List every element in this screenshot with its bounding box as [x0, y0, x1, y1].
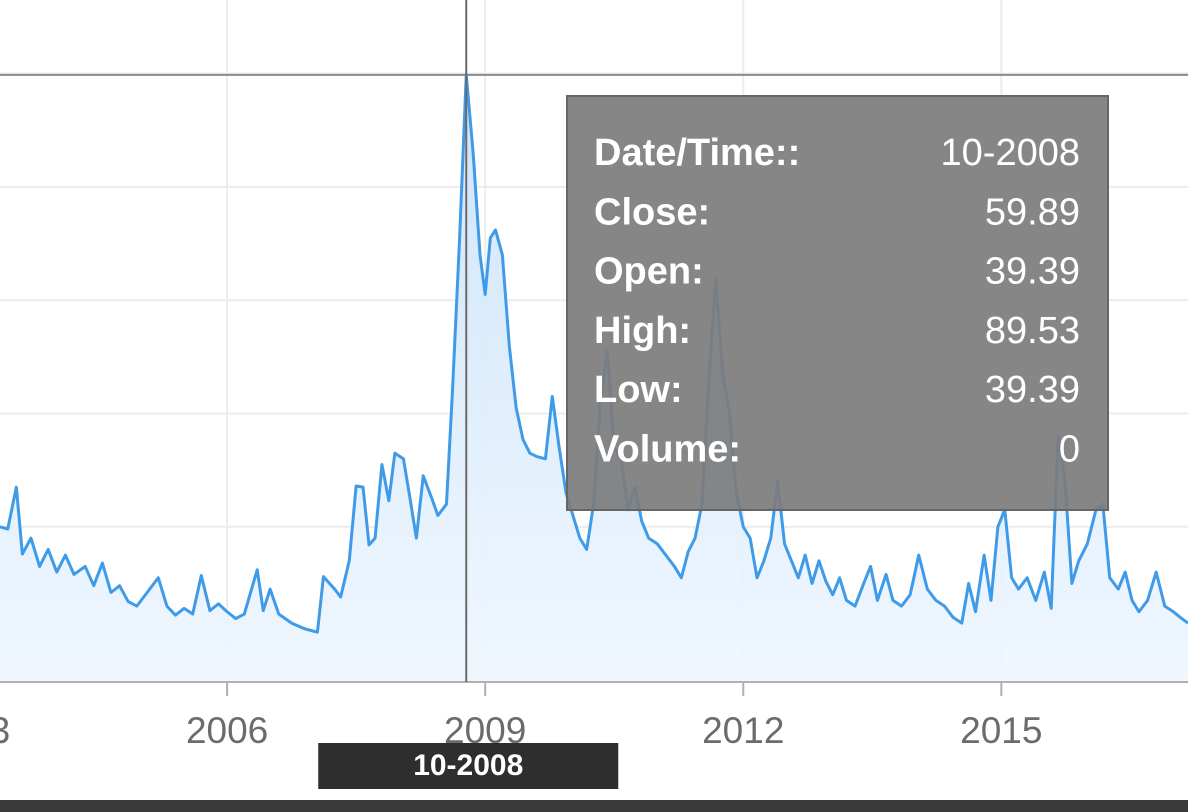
x-tick-label: 2003	[0, 710, 10, 751]
x-tick-label: 2006	[186, 710, 268, 751]
tooltip-value: 39.39	[985, 251, 1080, 293]
crosshair-badge	[318, 743, 619, 789]
x-tick-label: 2015	[960, 710, 1042, 751]
tooltip-value: 0	[1059, 429, 1080, 471]
tooltip-label: Open:	[594, 251, 704, 293]
bottom-bar	[0, 800, 1188, 812]
tooltip-label: Volume:	[594, 429, 741, 471]
tooltip-value: 59.89	[985, 191, 1080, 233]
tooltip-box	[566, 95, 1109, 511]
x-tick-label: 2012	[702, 710, 784, 751]
tooltip-label: Low:	[594, 369, 683, 411]
tooltip-value: 89.53	[985, 310, 1080, 352]
tooltip-label: Close:	[594, 191, 710, 233]
crosshair: 10-2008	[0, 0, 1188, 789]
tooltip-value: 10-2008	[941, 132, 1080, 174]
x-axis: 20032006200920122015	[0, 682, 1042, 751]
crosshair-badge-label: 10-2008	[413, 749, 523, 782]
area	[0, 74, 1188, 682]
tooltip-label: High:	[594, 310, 691, 352]
tooltip-value: 39.39	[985, 369, 1080, 411]
tooltip-label: Date/Time::	[594, 132, 800, 174]
